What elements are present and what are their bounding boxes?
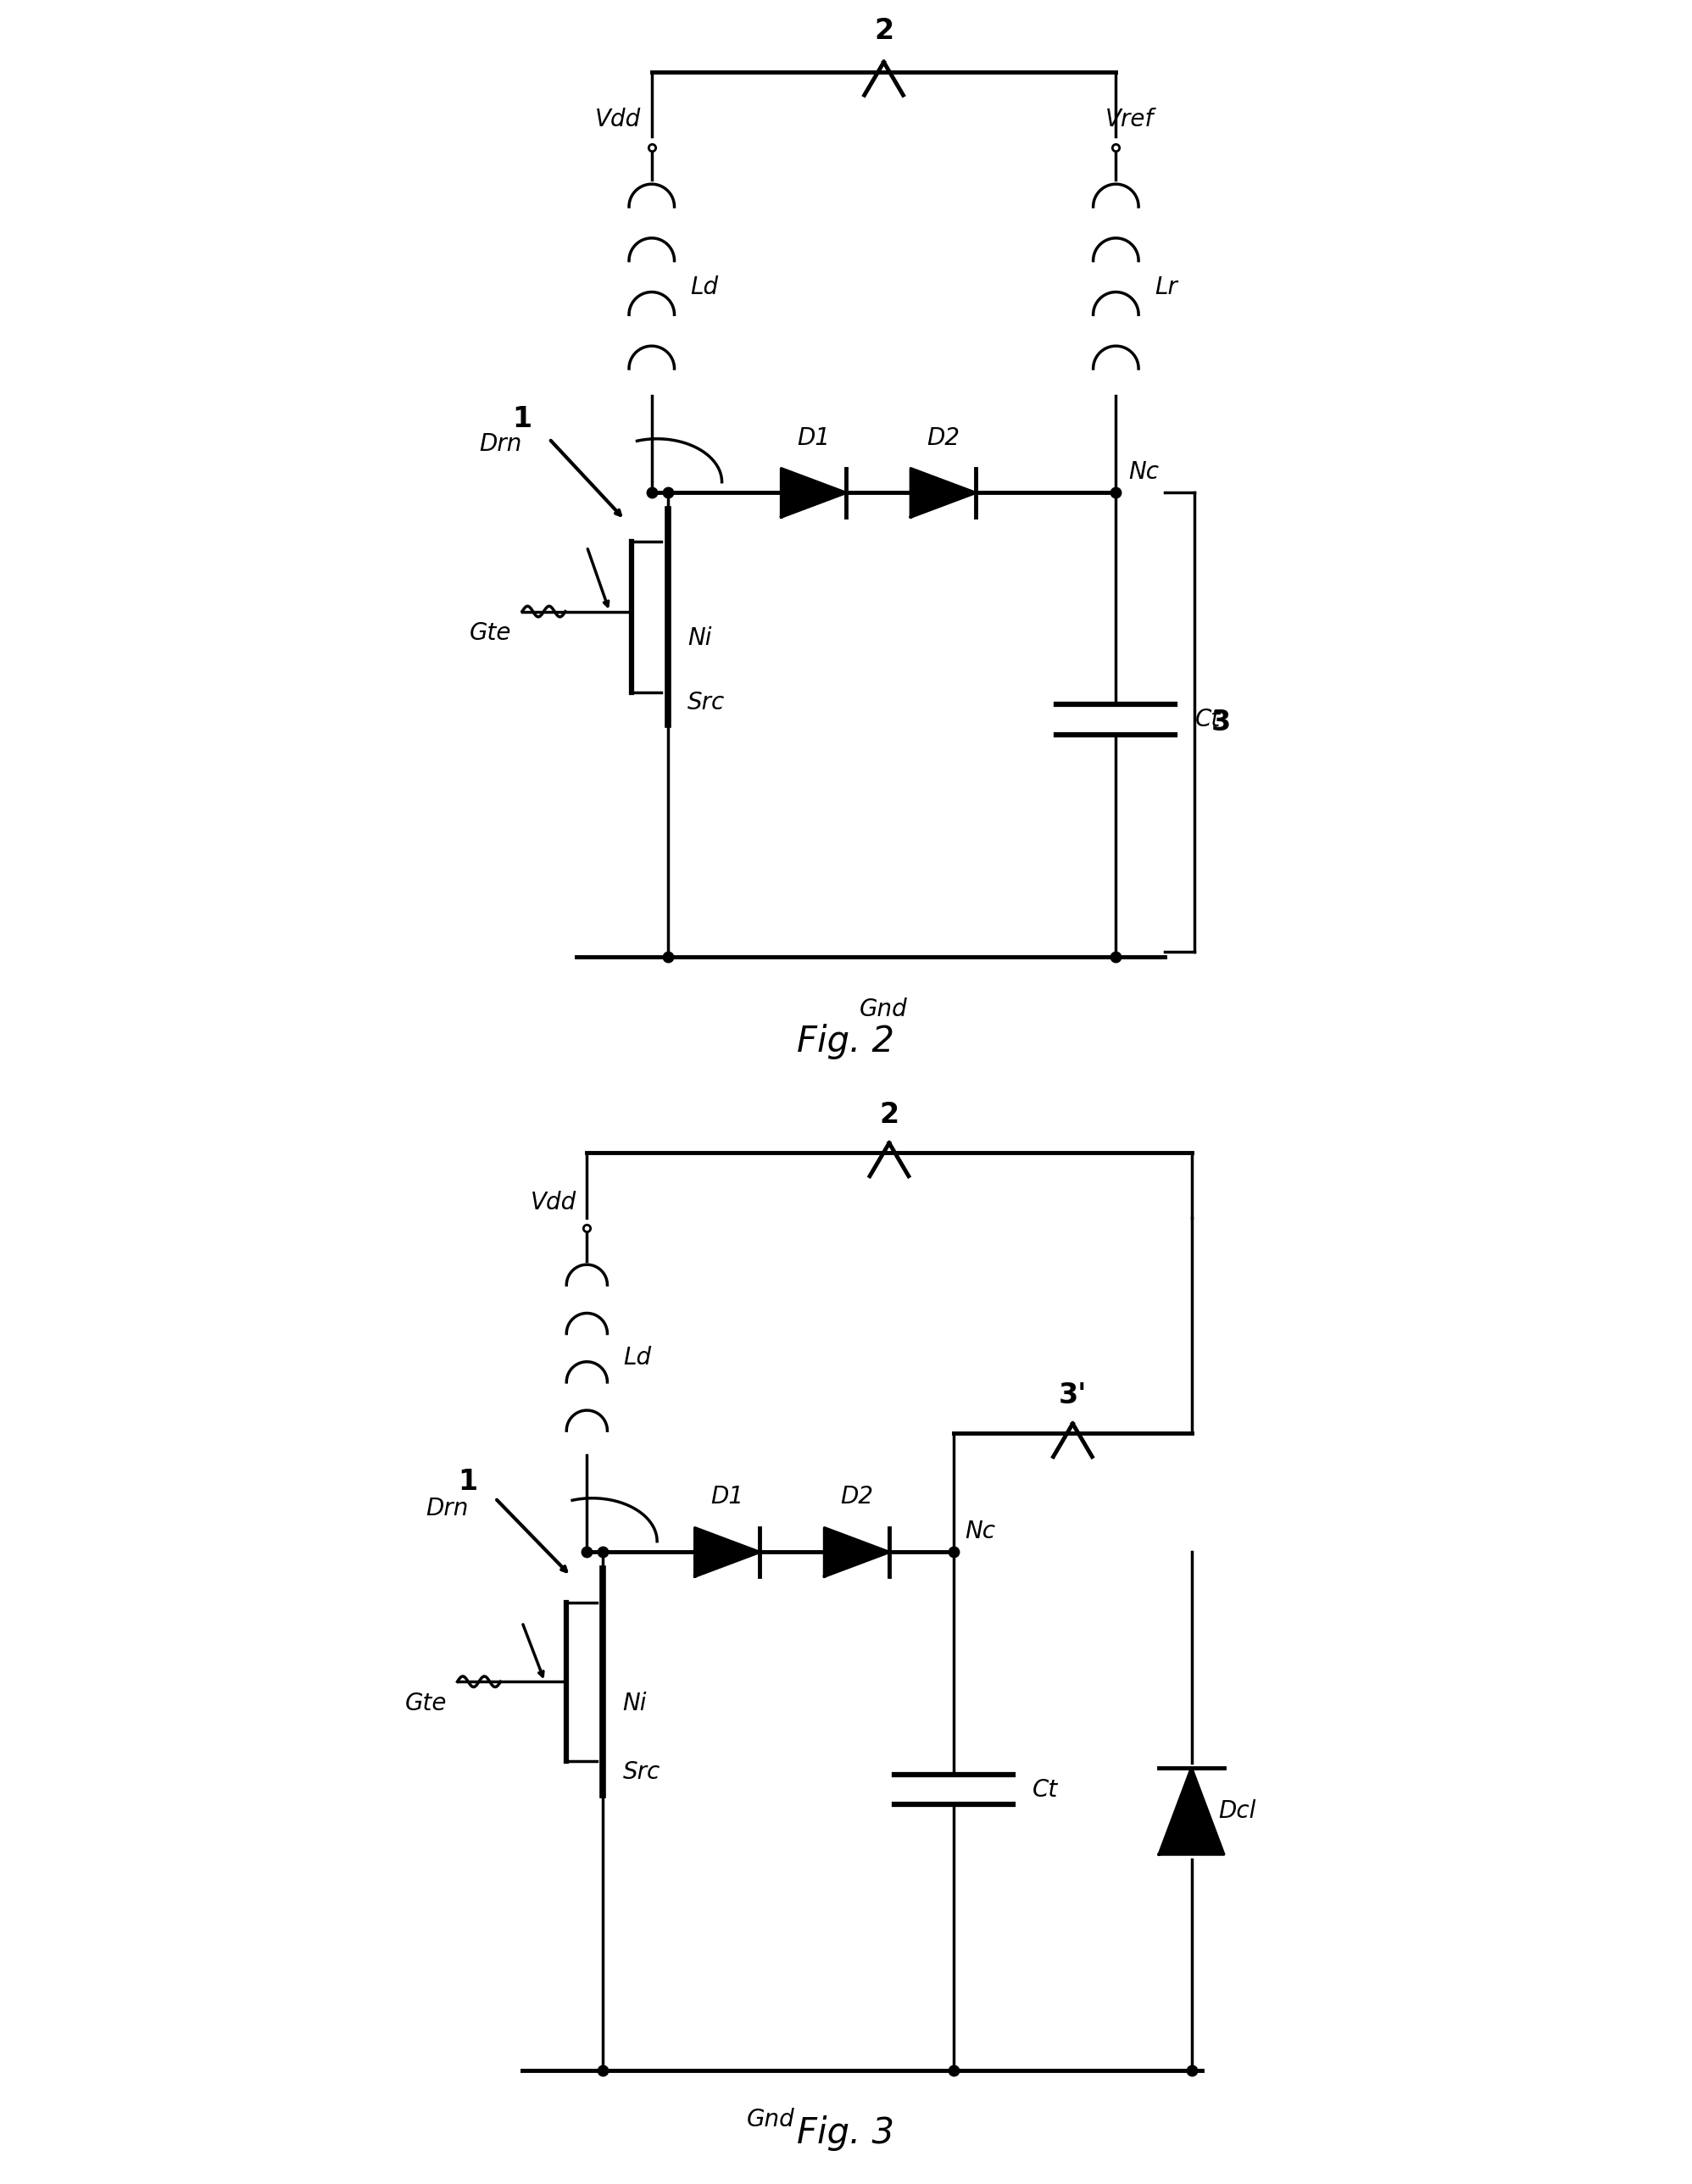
Text: Src: Src xyxy=(687,690,724,714)
Text: D1: D1 xyxy=(711,1485,744,1509)
Text: Gnd: Gnd xyxy=(746,2108,795,2132)
Text: Fig. 3: Fig. 3 xyxy=(797,2116,895,2151)
Text: 3': 3' xyxy=(1059,1382,1086,1409)
Text: Ct: Ct xyxy=(1032,1778,1059,1802)
Polygon shape xyxy=(782,470,846,518)
Text: Dcl: Dcl xyxy=(1218,1800,1255,1824)
Text: Src: Src xyxy=(623,1760,660,1784)
Text: 2: 2 xyxy=(880,1101,898,1129)
Text: Lr: Lr xyxy=(1154,275,1178,299)
Text: Ct: Ct xyxy=(1195,708,1220,732)
Text: Ld: Ld xyxy=(624,1345,651,1369)
Polygon shape xyxy=(1159,1769,1223,1854)
Text: Ld: Ld xyxy=(690,275,719,299)
Text: Vref: Vref xyxy=(1105,107,1154,131)
Text: Nc: Nc xyxy=(964,1520,995,1544)
Polygon shape xyxy=(695,1529,760,1577)
Text: D2: D2 xyxy=(841,1485,873,1509)
Text: Vdd: Vdd xyxy=(596,107,641,131)
Text: 1: 1 xyxy=(459,1468,477,1496)
Text: Fig. 2: Fig. 2 xyxy=(797,1024,895,1059)
Text: Ni: Ni xyxy=(687,627,711,651)
Text: Drn: Drn xyxy=(425,1496,469,1520)
Text: Gnd: Gnd xyxy=(860,998,909,1022)
Text: Vdd: Vdd xyxy=(530,1190,575,1214)
Text: Drn: Drn xyxy=(479,432,523,456)
Polygon shape xyxy=(824,1529,890,1577)
Text: Nc: Nc xyxy=(1129,461,1159,485)
Polygon shape xyxy=(910,470,976,518)
Text: 3: 3 xyxy=(1211,708,1230,736)
Text: Gte: Gte xyxy=(404,1690,447,1714)
Text: D2: D2 xyxy=(927,426,959,450)
Text: D1: D1 xyxy=(797,426,831,450)
Text: Ni: Ni xyxy=(623,1690,646,1714)
Text: 1: 1 xyxy=(513,406,531,432)
Text: 2: 2 xyxy=(875,17,893,46)
Text: Gte: Gte xyxy=(469,620,511,644)
